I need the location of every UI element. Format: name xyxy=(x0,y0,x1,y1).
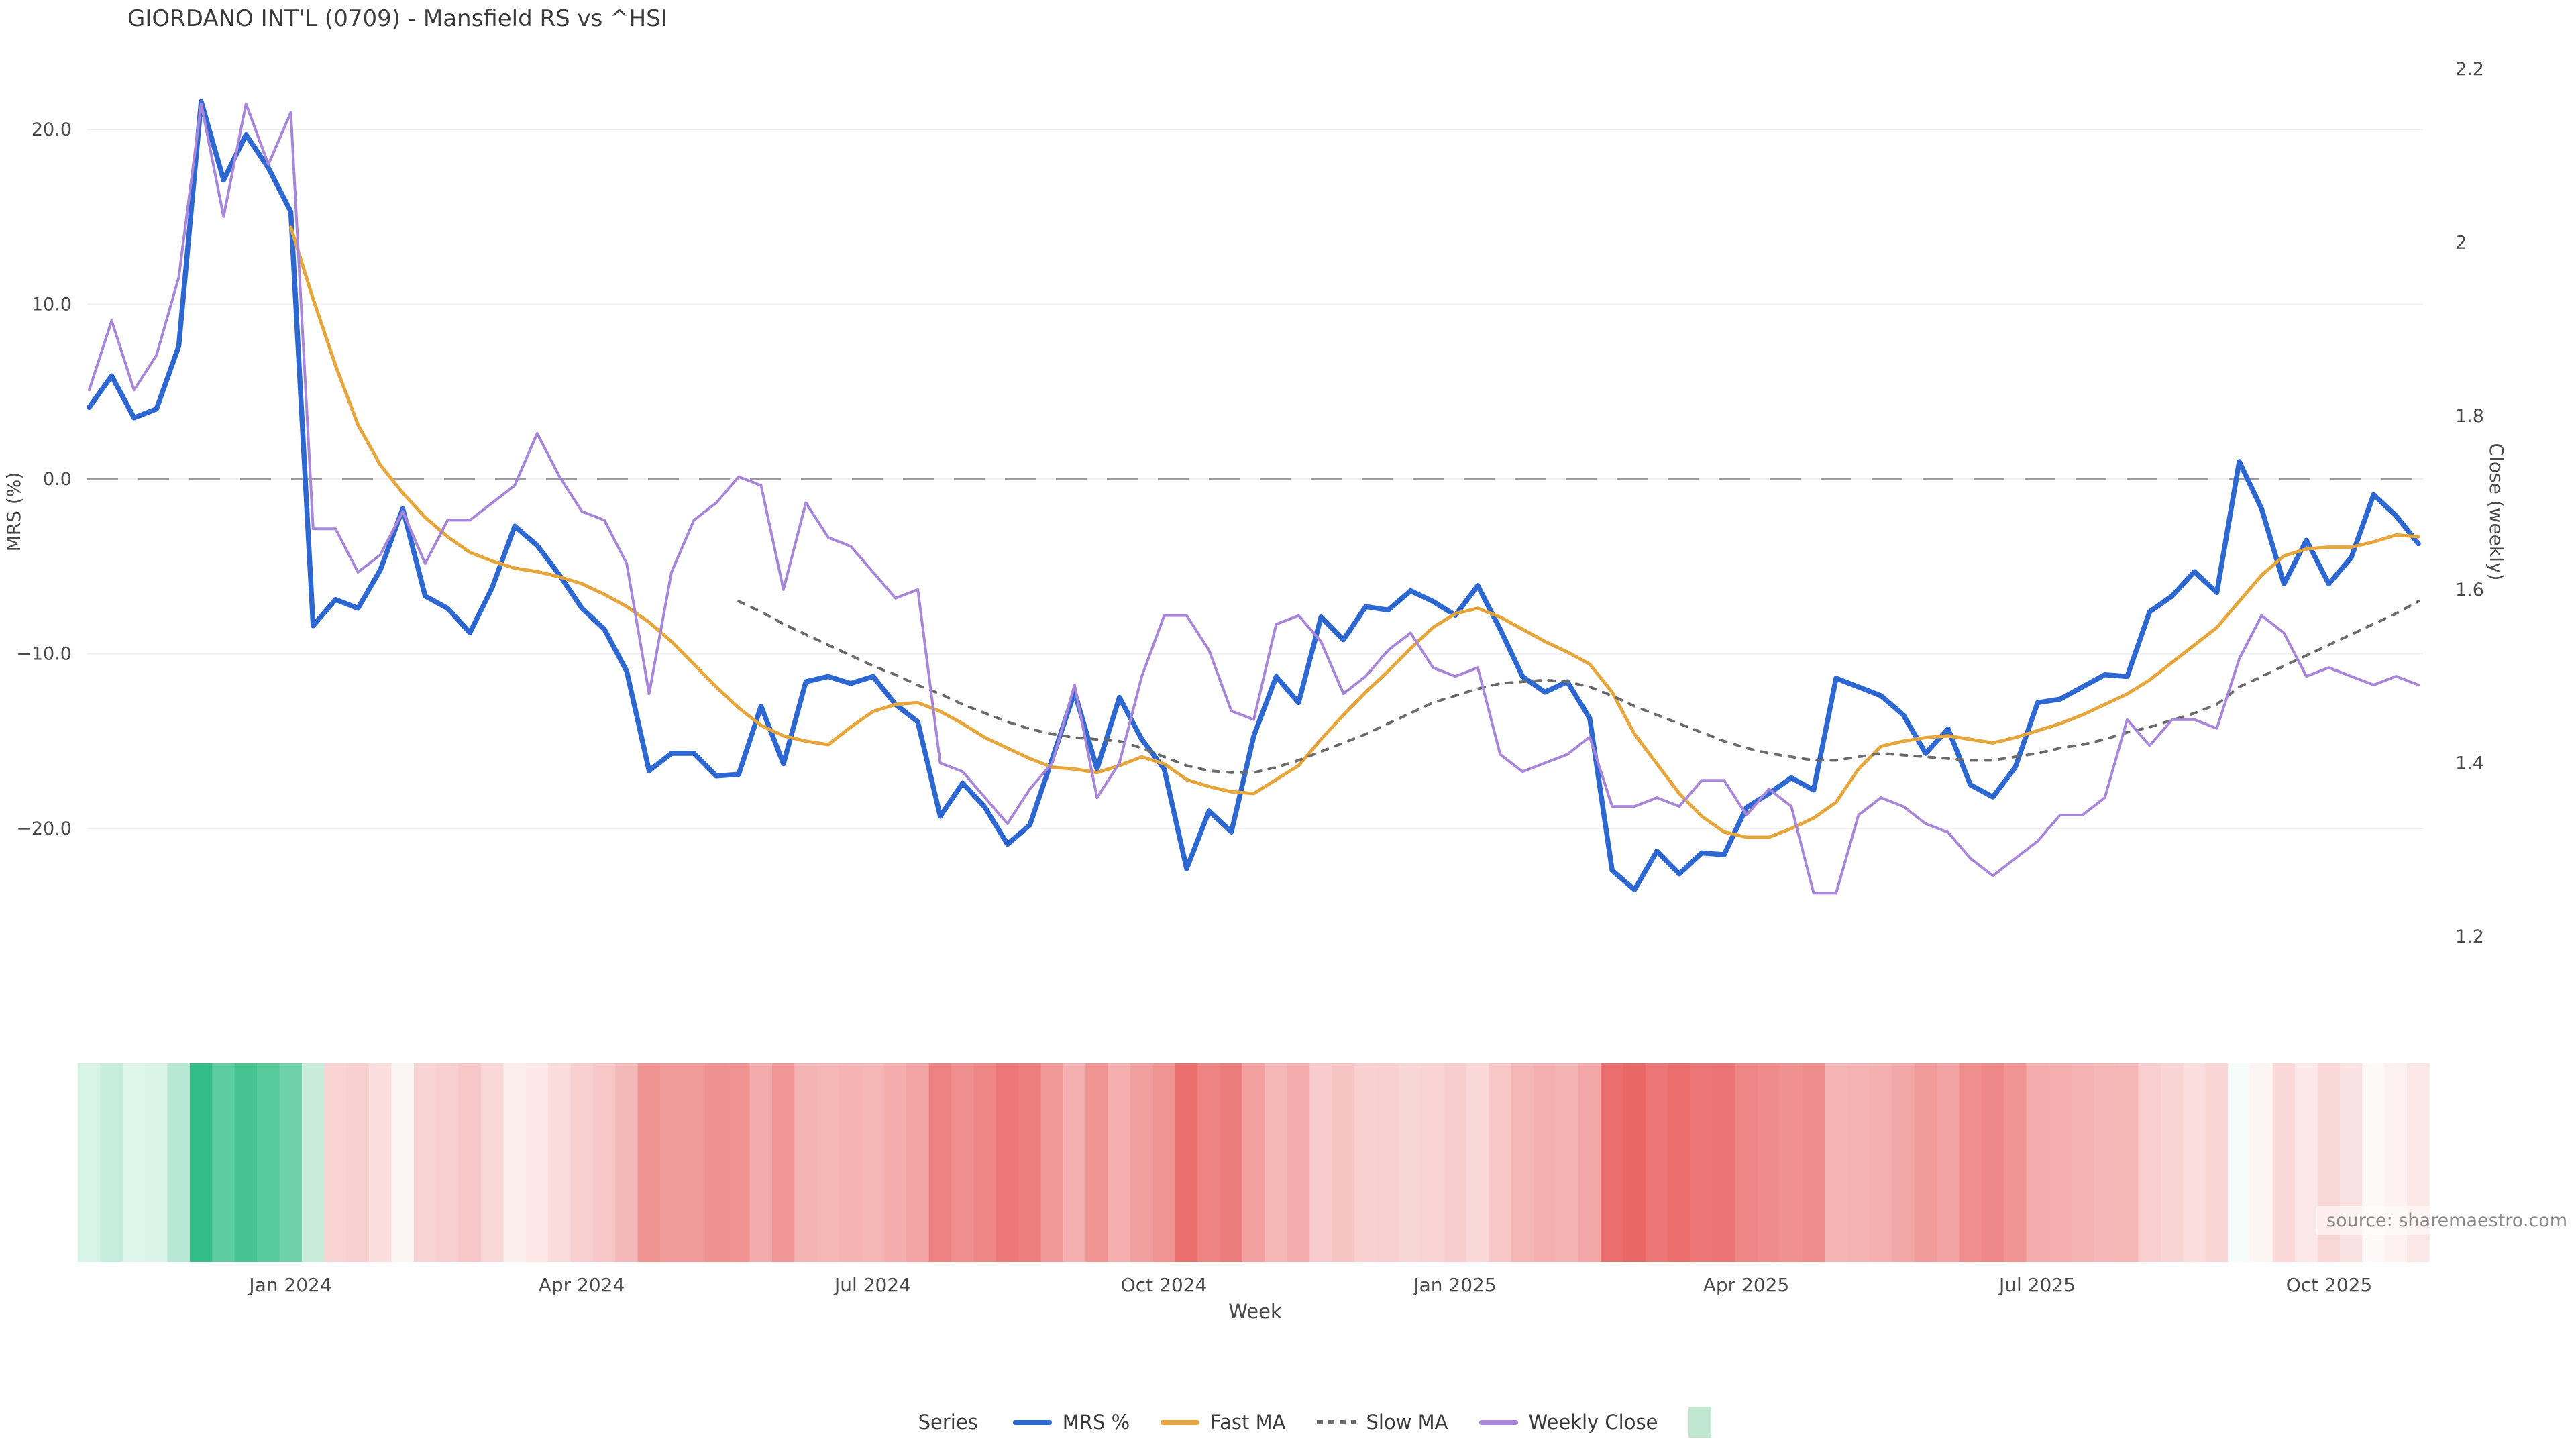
svg-text:2.2: 2.2 xyxy=(2455,59,2484,80)
svg-text:20.0: 20.0 xyxy=(32,119,72,140)
legend-item-mrs: MRS % xyxy=(1012,1411,1130,1434)
fast-ma-line-swatch xyxy=(1161,1419,1200,1425)
chart-title: GIORDANO INT'L (0709) - Mansfield RS vs … xyxy=(127,5,667,32)
series-line-slow-ma xyxy=(737,600,2420,774)
svg-text:Jan 2025: Jan 2025 xyxy=(1412,1274,1496,1296)
legend-title: Series xyxy=(918,1411,978,1434)
mrs-line-swatch xyxy=(1012,1419,1052,1425)
slow-ma-dashed-swatch xyxy=(1316,1420,1356,1424)
source-watermark: source: sharemaestro.com xyxy=(2316,1206,2576,1235)
svg-text:2: 2 xyxy=(2455,233,2467,254)
svg-text:0.0: 0.0 xyxy=(43,469,72,490)
svg-text:Jan 2024: Jan 2024 xyxy=(248,1274,331,1296)
svg-text:−10.0: −10.0 xyxy=(16,644,72,665)
svg-text:Jul 2024: Jul 2024 xyxy=(833,1274,911,1296)
heatmap-swatch xyxy=(1688,1407,1712,1438)
series-line-fast-ma xyxy=(289,225,2420,839)
svg-text:Oct 2025: Oct 2025 xyxy=(2286,1274,2373,1296)
svg-text:Apr 2025: Apr 2025 xyxy=(1703,1274,1790,1296)
heatmap-strip xyxy=(78,1063,2430,1262)
y-right-axis-title: Close (weekly) xyxy=(2485,443,2508,581)
legend-item-slow-ma: Slow MA xyxy=(1316,1411,1448,1434)
svg-text:1.8: 1.8 xyxy=(2455,406,2484,427)
axis-tick-labels: 20.0 10.0 0.0 −10.0 −20.0 2.2 2 1.8 1.6 1.4 1.2 Jan… xyxy=(16,59,2484,1296)
legend-label-slow-ma: Slow MA xyxy=(1366,1411,1448,1434)
svg-text:10.0: 10.0 xyxy=(32,294,72,315)
legend-item-weekly-close: Weekly Close xyxy=(1479,1411,1658,1434)
legend-item-fast-ma: Fast MA xyxy=(1161,1411,1286,1434)
series-line-mrs- xyxy=(87,99,2421,892)
svg-text:Apr 2024: Apr 2024 xyxy=(539,1274,625,1296)
legend-label-weekly-close: Weekly Close xyxy=(1528,1411,1658,1434)
svg-text:1.4: 1.4 xyxy=(2455,753,2484,773)
series-line-weekly-close xyxy=(88,102,2420,895)
gridlines xyxy=(87,129,2423,829)
weekly-close-line-swatch xyxy=(1479,1419,1518,1425)
svg-text:−20.0: −20.0 xyxy=(16,818,72,839)
legend: Series MRS % Fast MA Slow MA Weekly Clos… xyxy=(0,1407,2576,1438)
legend-label-fast-ma: Fast MA xyxy=(1210,1411,1286,1434)
svg-text:Oct 2024: Oct 2024 xyxy=(1121,1274,1208,1296)
x-axis-title: Week xyxy=(1228,1300,1282,1323)
svg-text:Jul 2025: Jul 2025 xyxy=(1998,1274,2076,1296)
legend-label-mrs: MRS % xyxy=(1062,1411,1130,1434)
svg-text:1.2: 1.2 xyxy=(2455,926,2484,947)
legend-item-heatmap xyxy=(1688,1407,1712,1438)
svg-text:1.6: 1.6 xyxy=(2455,580,2484,600)
y-left-axis-title: MRS (%) xyxy=(3,472,25,552)
